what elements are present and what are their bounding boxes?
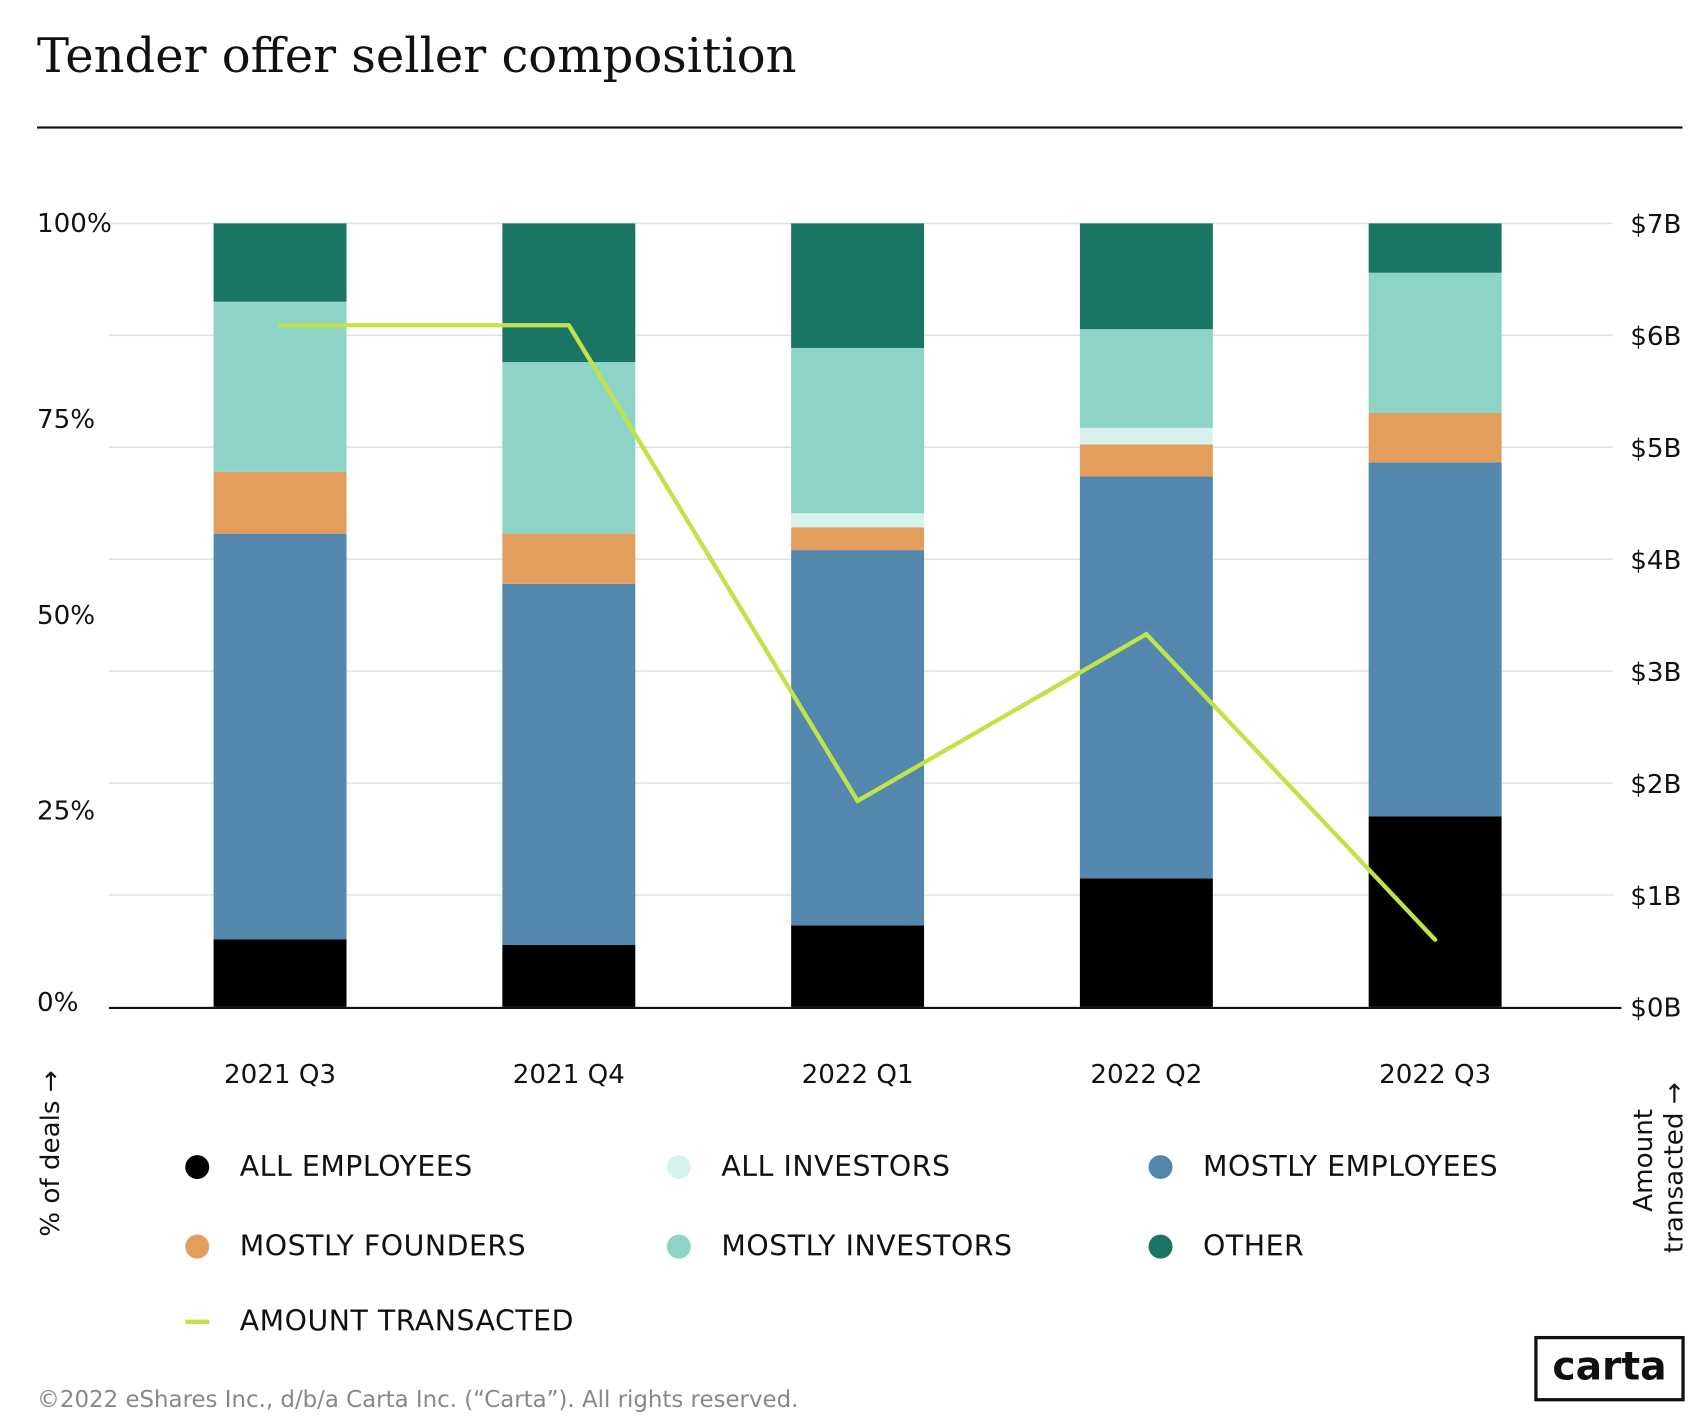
bar-segment-mostly-investors — [213, 301, 347, 472]
bar-segment-all-employees — [502, 944, 636, 1007]
copyright-footer: ©2022 eShares Inc., d/b/a Carta Inc. (“C… — [37, 1386, 799, 1413]
right-axis-label-2: transacted → — [1658, 1082, 1690, 1254]
bar-segment-mostly-employees — [1079, 476, 1213, 879]
left-axis-label: % of deals → — [34, 1070, 66, 1237]
legend-label: OTHER — [1203, 1230, 1305, 1263]
left-tick-label: 0% — [37, 988, 78, 1018]
legend-label: ALL EMPLOYEES — [239, 1150, 473, 1184]
right-tick-label: $1B — [1630, 882, 1681, 912]
x-tick-label: 2021 Q3 — [224, 1060, 336, 1090]
x-tick-label: 2022 Q2 — [1090, 1060, 1202, 1090]
left-tick-label: 25% — [37, 797, 95, 827]
bar-segment-all-employees — [213, 939, 347, 1007]
bar-segment-mostly-investors — [502, 362, 636, 534]
bar-segment-all-employees — [1079, 878, 1213, 1007]
right-axis-label-1: Amount — [1628, 1108, 1659, 1212]
left-tick-label: 50% — [37, 601, 95, 631]
x-tick-label: 2021 Q4 — [513, 1060, 625, 1090]
bar-segment-other — [1079, 223, 1213, 330]
bar-segment-mostly-founders — [1368, 412, 1502, 463]
bar-segment-mostly-founders — [1079, 444, 1213, 477]
right-tick-label: $6B — [1630, 322, 1681, 352]
bar-segment-all-investors — [791, 513, 925, 528]
bar-segment-mostly-employees — [1368, 462, 1502, 817]
bar-segment-mostly-founders — [213, 471, 347, 534]
x-tick-label: 2022 Q3 — [1379, 1060, 1491, 1090]
bar-segment-mostly-investors — [1368, 272, 1502, 413]
bar-segment-mostly-investors — [791, 347, 925, 514]
legend-label: AMOUNT TRANSACTED — [239, 1305, 574, 1339]
bar-segment-other — [1368, 223, 1502, 273]
bar-segment-other — [502, 223, 636, 363]
bar-segment-all-employees — [791, 925, 925, 1007]
bar-segment-mostly-employees — [791, 550, 925, 926]
right-tick-label: $5B — [1630, 434, 1681, 464]
plot-area: $0B $1B $2B $3B $4B $5B $6B $7B 0% 25% 50% 75% 100% 2… — [37, 209, 1681, 1090]
legend-dot-icon — [1148, 1234, 1173, 1259]
left-tick-label: 100% — [37, 209, 112, 239]
bar-segment-other — [213, 223, 347, 302]
right-tick-label: $7B — [1630, 210, 1681, 240]
chart-title: Tender offer seller composition — [37, 28, 797, 84]
x-tick-label: 2022 Q1 — [802, 1060, 914, 1090]
bar-segment-mostly-founders — [502, 533, 636, 584]
bar-segment-mostly-employees — [213, 533, 347, 940]
bar-segment-mostly-investors — [1079, 329, 1213, 428]
title-divider — [37, 126, 1683, 129]
right-tick-label: $3B — [1630, 658, 1681, 688]
legend-label: ALL INVESTORS — [721, 1150, 951, 1184]
right-tick-label: $2B — [1630, 770, 1681, 800]
legend-dot-icon — [666, 1155, 691, 1180]
left-tick-label: 75% — [37, 405, 95, 435]
legend-label: MOSTLY EMPLOYEES — [1203, 1150, 1499, 1184]
bar-segment-mostly-founders — [791, 527, 925, 551]
legend-label: MOSTLY INVESTORS — [721, 1230, 1013, 1263]
carta-logo: carta — [1534, 1335, 1685, 1402]
right-tick-label: $0B — [1630, 994, 1681, 1024]
bar-segment-mostly-employees — [502, 583, 636, 945]
legend-dot-icon — [185, 1155, 210, 1180]
bar-segment-other — [791, 223, 925, 348]
bar-segment-all-employees — [1368, 816, 1502, 1007]
legend-line-icon — [185, 1319, 210, 1324]
right-tick-label: $4B — [1630, 546, 1681, 576]
legend-dot-icon — [666, 1234, 691, 1259]
legend-dot-icon — [1148, 1155, 1173, 1180]
legend-label: MOSTLY FOUNDERS — [239, 1230, 527, 1263]
amount-transacted-line — [277, 323, 1438, 942]
bar-segment-all-investors — [1079, 427, 1213, 445]
legend-dot-icon — [185, 1234, 210, 1259]
